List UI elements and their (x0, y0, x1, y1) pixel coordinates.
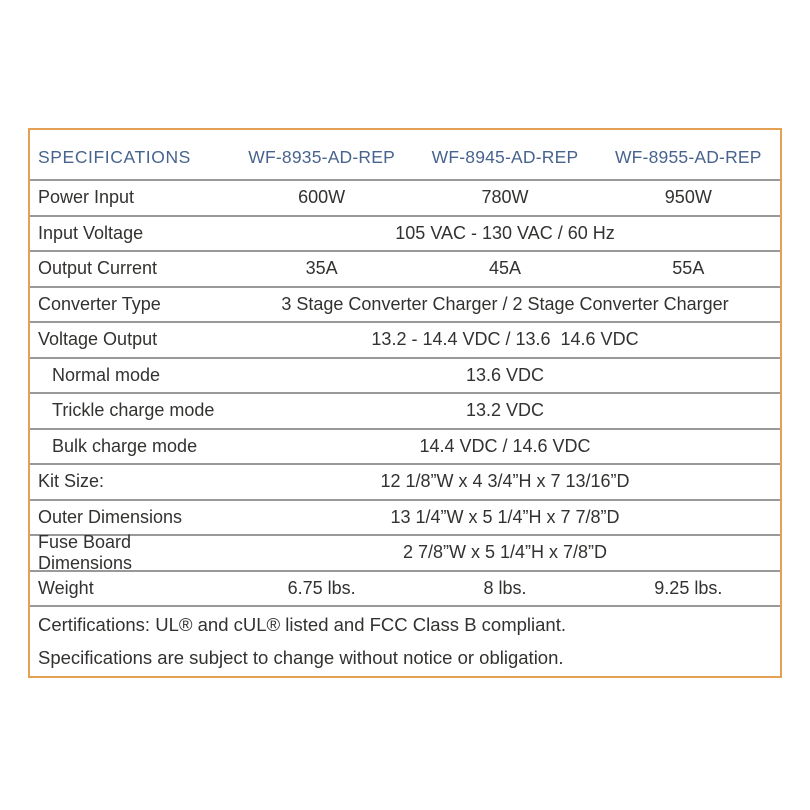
row-value-span: 13 1/4”W x 5 1/4”H x 7 7/8”D (390, 506, 620, 527)
table-row: Input Voltage 105 VAC - 130 VAC / 60 Hz (30, 217, 780, 252)
row-label: Normal mode (52, 364, 161, 385)
table-header-row: SPECIFICATIONS WF-8935-AD-REP WF-8945-AD… (30, 130, 780, 181)
column-header-wf-8955: WF-8955-AD-REP (614, 147, 762, 167)
row-value: 780W (481, 187, 529, 208)
row-label: Trickle charge mode (52, 400, 215, 421)
row-value-span: 13.2 VDC (465, 400, 545, 421)
row-value: 8 lbs. (483, 577, 527, 598)
row-label: Fuse Board Dimensions (38, 531, 137, 573)
row-value-span: 12 1/8”W x 4 3/4”H x 7 13/16”D (380, 471, 630, 492)
table-title: SPECIFICATIONS (38, 147, 191, 167)
table-row: Bulk charge mode 14.4 VDC / 14.6 VDC (30, 430, 780, 465)
row-label: Output Current (38, 258, 158, 279)
row-value-span: 2 7/8”W x 5 1/4”H x 7/8”D (402, 542, 608, 563)
row-label: Voltage Output (38, 329, 158, 350)
row-value: 35A (305, 258, 338, 279)
row-value: 6.75 lbs. (287, 577, 356, 598)
row-value: 950W (664, 187, 712, 208)
table-row: Trickle charge mode 13.2 VDC (30, 394, 780, 430)
row-label: Weight (38, 577, 94, 598)
table-row: Converter Type 3 Stage Converter Charger … (30, 288, 780, 323)
row-label: Power Input (38, 187, 135, 208)
row-label: Outer Dimensions (38, 506, 183, 527)
row-label: Converter Type (38, 293, 161, 314)
row-value-span: 3 Stage Converter Charger / 2 Stage Conv… (281, 293, 729, 314)
column-header-wf-8945: WF-8945-AD-REP (431, 147, 579, 167)
column-header-wf-8935: WF-8935-AD-REP (248, 147, 396, 167)
specifications-table: SPECIFICATIONS WF-8935-AD-REP WF-8945-AD… (28, 128, 782, 678)
table-row: Fuse Board Dimensions 2 7/8”W x 5 1/4”H x… (30, 532, 780, 573)
row-value-span: 105 VAC - 130 VAC / 60 Hz (395, 222, 615, 243)
row-value-span: 14.4 VDC / 14.6 VDC (419, 435, 591, 456)
row-value: 55A (672, 258, 705, 279)
table-row: Output Current 35A 45A 55A (30, 252, 780, 288)
table-row: Kit Size: 12 1/8”W x 4 3/4”H x 7 13/16”D (30, 465, 780, 501)
table-footer: Certifications: UL® and cUL® listed and … (30, 607, 780, 676)
certifications-text: Certifications: UL® and cUL® listed and … (38, 614, 566, 635)
row-value: 9.25 lbs. (654, 577, 723, 598)
row-label: Bulk charge mode (52, 435, 198, 456)
table-row: Normal mode 13.6 VDC (30, 359, 780, 394)
row-label: Input Voltage (38, 222, 144, 243)
table-row: Weight 6.75 lbs. 8 lbs. 9.25 lbs. (30, 572, 780, 607)
row-value: 45A (488, 258, 521, 279)
row-label: Kit Size: (38, 471, 105, 492)
row-value-span: 13.6 VDC (465, 364, 545, 385)
table-row: Outer Dimensions 13 1/4”W x 5 1/4”H x 7 7… (30, 501, 780, 536)
table-body: Power Input 600W 780W 950W Input Voltage 105 … (30, 181, 780, 607)
table-row: Power Input 600W 780W 950W (30, 181, 780, 217)
table-row: Voltage Output 13.2 - 14.4 VDC / 13.6 14.… (30, 323, 780, 359)
row-value-span: 13.2 - 14.4 VDC / 13.6 14.6 VDC (371, 329, 639, 350)
row-value: 600W (298, 187, 346, 208)
disclaimer-text: Specifications are subject to change wit… (38, 647, 564, 668)
